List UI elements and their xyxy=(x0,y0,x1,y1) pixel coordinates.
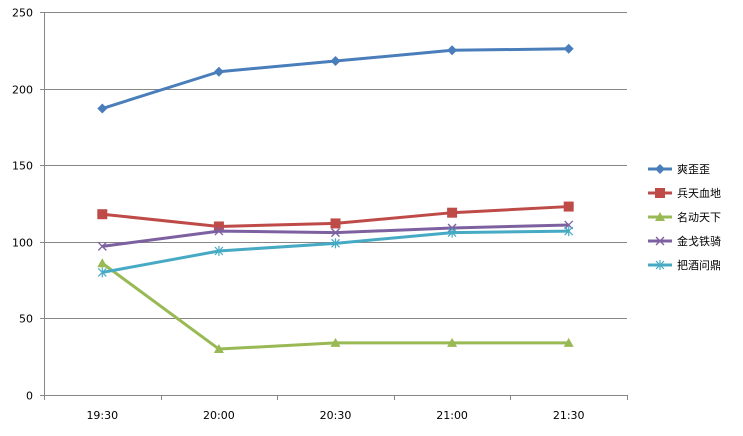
x-tick-label: 21:00 xyxy=(436,409,468,422)
legend-marker xyxy=(655,260,665,270)
legend-label: 把酒问鼎 xyxy=(677,258,721,272)
legend-item: 金戈铁骑 xyxy=(648,234,721,248)
data-point xyxy=(214,226,224,236)
data-point xyxy=(213,344,224,354)
data-point xyxy=(447,337,458,347)
legend-marker xyxy=(655,188,665,198)
data-point xyxy=(97,267,107,278)
series-lines xyxy=(97,43,574,354)
legend-label: 金戈铁骑 xyxy=(677,234,721,248)
legend-item: 爽歪歪 xyxy=(648,163,710,176)
data-point xyxy=(563,201,574,212)
y-tick-label: 150 xyxy=(12,160,33,173)
series-5 xyxy=(97,226,574,278)
data-point xyxy=(447,45,458,56)
series-4 xyxy=(97,220,574,251)
x-tick-label: 21:30 xyxy=(553,409,585,422)
data-point xyxy=(330,56,341,67)
data-point xyxy=(97,241,107,251)
y-tick-label: 100 xyxy=(12,237,33,250)
series-3 xyxy=(97,258,574,354)
data-point xyxy=(213,66,224,77)
data-point xyxy=(97,258,108,268)
legend-marker xyxy=(655,164,665,174)
x-tick-label: 19:30 xyxy=(86,409,118,422)
data-point xyxy=(97,209,108,220)
x-tick-label: 20:00 xyxy=(203,409,235,422)
data-point xyxy=(564,226,574,237)
y-tick-label: 0 xyxy=(26,390,33,403)
series-2 xyxy=(97,201,574,232)
data-point xyxy=(563,337,574,347)
y-tick-label: 250 xyxy=(12,7,33,20)
legend-label: 爽歪歪 xyxy=(677,163,710,176)
legend-marker xyxy=(655,236,665,246)
series-line xyxy=(101,262,569,351)
data-point xyxy=(331,238,340,249)
legend-item: 名动天下 xyxy=(648,210,721,224)
legend-label: 名动天下 xyxy=(677,210,721,224)
data-point xyxy=(331,228,340,238)
legend-marker xyxy=(655,212,665,221)
series-1 xyxy=(97,43,574,114)
data-point xyxy=(213,221,224,232)
data-point xyxy=(330,218,341,229)
data-point xyxy=(330,337,341,347)
legend-item: 把酒问鼎 xyxy=(648,258,721,272)
data-point xyxy=(214,245,224,256)
axes: 0 50 100 150 200 250 19:30 20:00 20:30 21:00 21:30 xyxy=(12,7,628,422)
data-point xyxy=(563,43,574,54)
x-tick-label: 20:30 xyxy=(320,409,352,422)
legend-label: 兵天血地 xyxy=(677,186,721,200)
y-tick-label: 50 xyxy=(19,313,33,326)
data-point xyxy=(447,207,458,218)
legend-item: 兵天血地 xyxy=(648,186,721,200)
data-point xyxy=(97,103,108,114)
data-point xyxy=(447,227,457,238)
y-tick-label: 200 xyxy=(12,84,33,97)
